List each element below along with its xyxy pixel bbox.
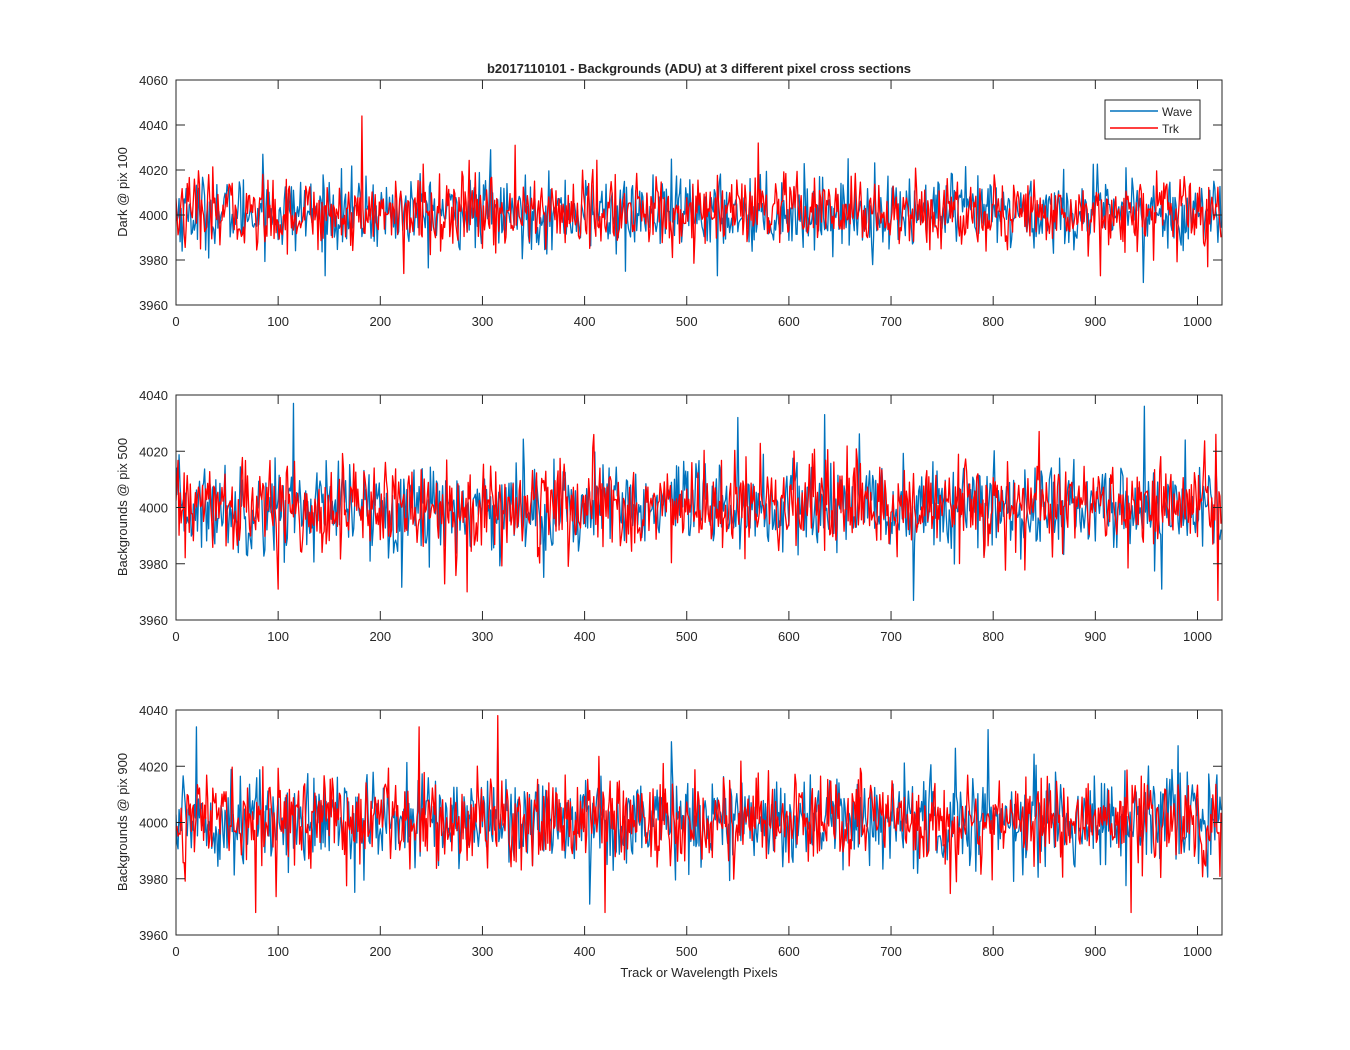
x-tick-label: 400 <box>574 944 596 959</box>
y-tick-label: 3980 <box>139 253 168 268</box>
x-tick-label: 500 <box>676 944 698 959</box>
y-tick-label: 3960 <box>139 928 168 943</box>
y-tick-label: 4060 <box>139 73 168 88</box>
legend-label-wave: Wave <box>1162 105 1193 119</box>
x-tick-label: 800 <box>982 314 1004 329</box>
x-tick-label: 100 <box>267 629 289 644</box>
axes-dark-pix-100: b2017110101 - Backgrounds (ADU) at 3 dif… <box>115 61 1223 329</box>
ylabel-3: Backgrounds @ pix 900 <box>115 753 130 891</box>
axes-backgrounds-pix-500: Backgrounds @ pix 500 0 100 200 300 400 500 60… <box>115 388 1223 644</box>
x-tick-label: 900 <box>1084 629 1106 644</box>
axes-box <box>175 79 1223 306</box>
y-tick-label: 4040 <box>139 703 168 718</box>
ylabel-2: Backgrounds @ pix 500 <box>115 438 130 576</box>
x-tick-label: 0 <box>172 944 179 959</box>
y-tick-label: 4020 <box>139 163 168 178</box>
legend: Wave Trk <box>1104 99 1201 140</box>
series-line-trk <box>176 714 1222 914</box>
x-tick-label: 600 <box>778 944 800 959</box>
x-tick-label: 500 <box>676 314 698 329</box>
x-tick-label: 900 <box>1084 944 1106 959</box>
x-tick-label: 400 <box>574 629 596 644</box>
x-tick-label: 300 <box>472 629 494 644</box>
chart-title: b2017110101 - Backgrounds (ADU) at 3 dif… <box>487 61 911 76</box>
series-line-trk <box>176 115 1222 277</box>
x-tick-label: 100 <box>267 314 289 329</box>
x-tick-label: 0 <box>172 314 179 329</box>
x-tick-label: 0 <box>172 629 179 644</box>
x-tick-label: 900 <box>1084 314 1106 329</box>
y-tick-label: 4000 <box>139 501 168 516</box>
x-tick-label: 200 <box>369 314 391 329</box>
x-tick-label: 600 <box>778 629 800 644</box>
y-tick-label: 3960 <box>139 613 168 628</box>
y-tick-label: 3960 <box>139 298 168 313</box>
y-tick-label: 4000 <box>139 208 168 223</box>
x-tick-label: 200 <box>369 629 391 644</box>
x-tick-label: 1000 <box>1183 629 1212 644</box>
x-tick-label: 100 <box>267 944 289 959</box>
x-tick-label: 800 <box>982 944 1004 959</box>
x-tick-label: 600 <box>778 314 800 329</box>
series-line-trk <box>176 430 1222 601</box>
y-tick-label: 3980 <box>139 557 168 572</box>
x-tick-label: 700 <box>880 944 902 959</box>
x-tick-label: 200 <box>369 944 391 959</box>
x-tick-label: 700 <box>880 629 902 644</box>
y-tick-label: 4040 <box>139 388 168 403</box>
x-tick-label: 500 <box>676 629 698 644</box>
x-tick-label: 800 <box>982 629 1004 644</box>
y-tick-label: 4040 <box>139 118 168 133</box>
y-tick-label: 4020 <box>139 444 168 459</box>
x-tick-label: 700 <box>880 314 902 329</box>
x-tick-label: 300 <box>472 944 494 959</box>
ylabel-1: Dark @ pix 100 <box>115 147 130 237</box>
x-tick-label: 1000 <box>1183 314 1212 329</box>
y-tick-label: 4000 <box>139 816 168 831</box>
x-tick-label: 400 <box>574 314 596 329</box>
x-tick-label: 1000 <box>1183 944 1212 959</box>
y-tick-label: 3980 <box>139 872 168 887</box>
legend-box <box>1104 99 1201 140</box>
y-tick-label: 4020 <box>139 759 168 774</box>
series-line-wave <box>176 402 1222 601</box>
x-tick-label: 300 <box>472 314 494 329</box>
xlabel: Track or Wavelength Pixels <box>620 965 778 980</box>
axes-backgrounds-pix-900: Backgrounds @ pix 900 Track or Wavelengt… <box>115 703 1223 980</box>
legend-label-trk: Trk <box>1162 122 1180 136</box>
